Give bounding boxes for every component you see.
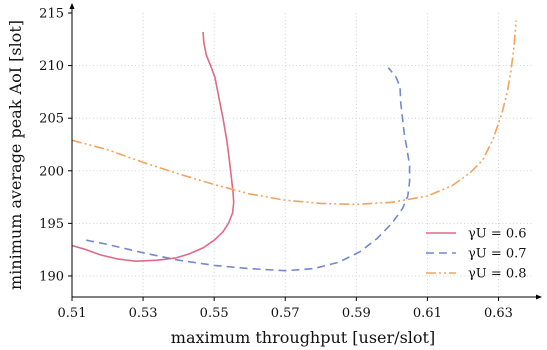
x-tick-label: 0.57 [271, 306, 300, 321]
x-tick-label: 0.53 [129, 306, 158, 321]
x-axis-label: maximum throughput [user/slot] [171, 328, 435, 347]
y-tick-label: 205 [39, 112, 64, 127]
legend-label-2: γU = 0.7 [468, 247, 527, 262]
legend-label-3: γU = 0.8 [468, 267, 527, 282]
x-tick-label: 0.63 [484, 306, 513, 321]
y-tick-label: 190 [39, 269, 64, 284]
x-tick-label: 0.51 [58, 306, 87, 321]
series-line-3 [71, 20, 517, 206]
axes [68, 3, 542, 301]
x-axis-arrow [536, 294, 542, 300]
grid [72, 13, 534, 297]
y-tick-label: 215 [39, 7, 64, 22]
y-tick-label: 210 [39, 59, 64, 74]
tick-labels: 0.51 0.53 0.55 0.57 0.59 0.61 0.63 190 195 200 205… [39, 7, 513, 322]
y-axis-arrow [69, 3, 75, 9]
series-lines [71, 20, 517, 272]
legend: γU = 0.6 γU = 0.7 γU = 0.8 [426, 227, 527, 282]
y-tick-label: 195 [39, 217, 64, 232]
y-axis-label: minimum average peak AoI [slot] [6, 20, 25, 290]
series-line-2 [86, 67, 411, 272]
x-tick-label: 0.55 [200, 306, 229, 321]
x-tick-label: 0.59 [342, 306, 371, 321]
y-tick-label: 200 [39, 164, 64, 179]
x-tick-label: 0.61 [413, 306, 442, 321]
series-line-1 [71, 31, 235, 262]
legend-label-1: γU = 0.6 [468, 227, 527, 242]
